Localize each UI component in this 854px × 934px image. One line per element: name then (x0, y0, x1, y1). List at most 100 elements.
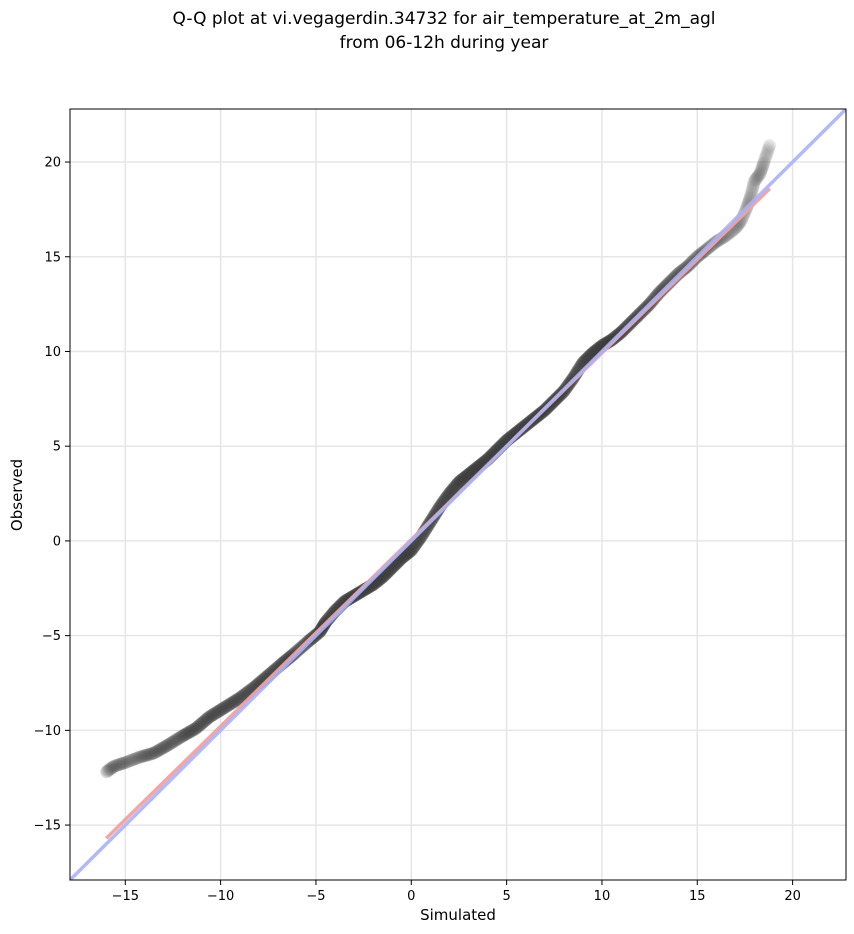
qq-point (187, 723, 201, 737)
qq-point (118, 756, 132, 770)
qq-point (175, 729, 189, 743)
qq-point (112, 758, 126, 772)
qq-point (760, 145, 774, 159)
data-points (99, 138, 777, 779)
y-tick-label: −10 (34, 724, 61, 739)
qq-point (419, 523, 433, 537)
qq-point (191, 720, 205, 734)
qq-point (165, 736, 179, 750)
qq-point (212, 704, 226, 718)
qq-point (130, 751, 144, 765)
qq-point (762, 142, 776, 156)
qq-point (746, 179, 760, 193)
y-tick-label: 0 (53, 534, 61, 549)
qq-point (108, 759, 122, 773)
qq-point (115, 757, 129, 771)
qq-point (746, 178, 760, 192)
qq-point (114, 757, 128, 771)
qq-point (139, 748, 153, 762)
qq-point (221, 699, 235, 713)
qq-point (754, 163, 768, 177)
qq-point (403, 544, 417, 558)
qq-point (201, 711, 215, 725)
qq-point (103, 762, 117, 776)
qq-point (745, 185, 759, 199)
qq-point (745, 183, 759, 197)
qq-point (227, 695, 241, 709)
qq-point (762, 140, 776, 154)
qq-point (761, 143, 775, 157)
qq-point (405, 542, 419, 556)
qq-point (213, 703, 227, 717)
qq-point (149, 745, 163, 759)
qq-point (111, 758, 125, 772)
qq-point (153, 743, 167, 757)
qq-point (746, 180, 760, 194)
qq-point (511, 425, 525, 439)
qq-point (759, 150, 773, 164)
qq-point (148, 746, 162, 760)
y-axis-ticks: −15 −10 −5 0 5 10 15 20 (34, 156, 70, 834)
qq-point (158, 740, 172, 754)
qq-point (751, 169, 765, 183)
qq-point (226, 695, 240, 709)
qq-point (100, 765, 114, 779)
qq-point (210, 705, 224, 719)
qq-point (126, 753, 140, 767)
qq-point (234, 690, 248, 704)
qq-point (134, 750, 148, 764)
qq-point (758, 153, 772, 167)
qq-point (179, 727, 193, 741)
qq-point (756, 159, 770, 173)
qq-point (568, 369, 582, 383)
qq-point (757, 154, 771, 168)
qq-point (178, 727, 192, 741)
qq-point (101, 764, 115, 778)
qq-point (129, 751, 143, 765)
qq-point (752, 169, 766, 183)
qq-point (750, 171, 764, 185)
qq-point (755, 161, 769, 175)
qq-point (511, 424, 525, 438)
qq-point (162, 737, 176, 751)
qq-point (747, 177, 761, 191)
qq-point (756, 157, 770, 171)
qq-point (461, 468, 475, 482)
qq-point (164, 736, 178, 750)
qq-point (183, 725, 197, 739)
qq-point (203, 709, 217, 723)
qq-point (225, 696, 239, 710)
qq-point (512, 424, 526, 438)
qq-point (136, 749, 150, 763)
qq-point (108, 759, 122, 773)
qq-point (99, 765, 113, 779)
qq-point (459, 470, 473, 484)
qq-point (515, 421, 529, 435)
qq-point (458, 470, 472, 484)
qq-point (744, 186, 758, 200)
qq-point (196, 716, 210, 730)
qq-point (402, 545, 416, 559)
qq-point (137, 749, 151, 763)
qq-point (176, 728, 190, 742)
qq-point (195, 717, 209, 731)
qq-point (749, 172, 763, 186)
qq-point (515, 422, 529, 436)
qq-point (449, 478, 463, 492)
qq-point (215, 702, 229, 716)
qq-point (747, 174, 761, 188)
qq-point (455, 472, 469, 486)
qq-point (404, 543, 418, 557)
qq-point (232, 692, 246, 706)
qq-point (117, 756, 131, 770)
qq-point (147, 746, 161, 760)
qq-point (190, 721, 204, 735)
qq-point (106, 760, 120, 774)
qq-point (752, 168, 766, 182)
qq-point (220, 699, 234, 713)
qq-point (197, 714, 211, 728)
qq-point (196, 715, 210, 729)
qq-point (202, 710, 216, 724)
qq-point (150, 744, 164, 758)
qq-point (450, 478, 464, 492)
